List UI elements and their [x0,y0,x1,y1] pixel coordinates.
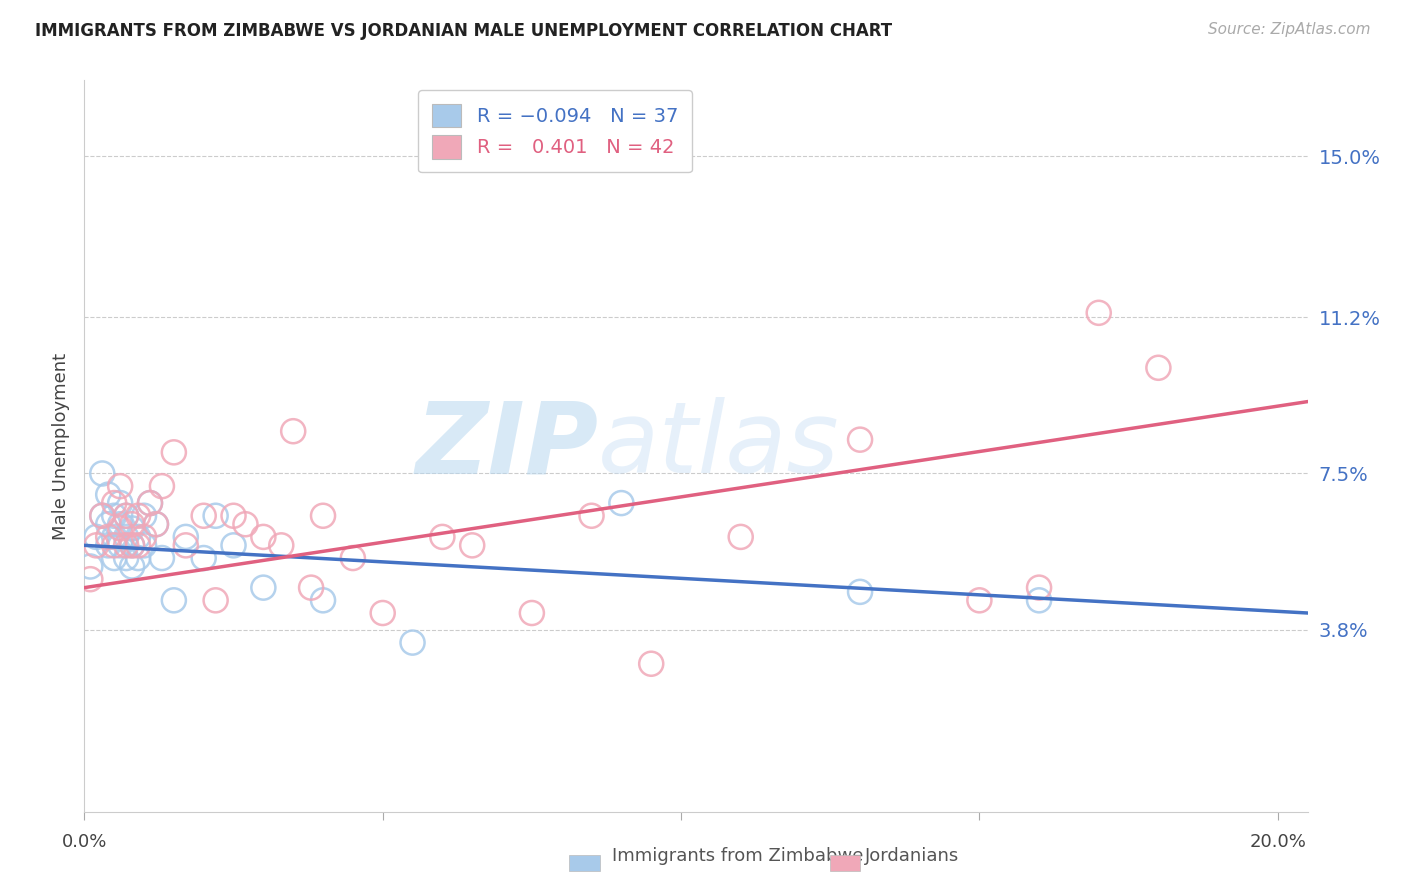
Point [132,530,155,544]
Point [103,496,125,510]
Point [91,467,114,481]
Point [849,585,872,599]
Point [235,517,257,532]
Point [312,508,335,523]
Point [103,551,125,566]
Point [730,530,752,544]
Point [84,538,107,552]
Point [640,657,662,671]
Point [581,508,603,523]
Point [204,593,226,607]
Point [108,521,131,535]
Point [115,508,138,523]
Point [108,496,131,510]
Point [252,530,274,544]
Point [1028,581,1050,595]
Point [342,551,364,566]
Point [193,551,215,566]
Text: 20.0%: 20.0% [1250,833,1306,851]
Point [139,496,162,510]
Point [1147,360,1170,375]
Point [127,538,149,552]
Point [174,530,197,544]
Point [610,496,633,510]
Point [91,508,114,523]
Point [127,530,149,544]
Point [121,521,143,535]
Text: Source: ZipAtlas.com: Source: ZipAtlas.com [1208,22,1371,37]
Point [312,593,335,607]
Point [1028,593,1050,607]
Point [222,538,245,552]
Point [108,538,131,552]
Point [520,606,543,620]
Point [163,593,186,607]
Point [150,551,173,566]
Point [145,517,167,532]
Point [204,508,226,523]
Point [461,538,484,552]
Text: Jordanians: Jordanians [865,847,959,865]
Point [103,530,125,544]
Point [150,479,173,493]
Point [91,508,114,523]
Legend: R = −0.094   N = 37, R =   0.401   N = 42: R = −0.094 N = 37, R = 0.401 N = 42 [418,90,692,172]
Point [103,538,125,552]
Point [432,530,454,544]
Point [283,424,305,438]
Point [108,479,131,493]
Point [97,488,120,502]
Point [193,508,215,523]
Point [121,517,143,532]
Point [1087,306,1109,320]
Point [115,508,138,523]
Point [163,445,186,459]
Point [401,635,423,649]
Point [849,433,872,447]
Point [969,593,991,607]
Point [108,517,131,532]
Point [97,538,120,552]
Point [252,581,274,595]
Point [139,496,162,510]
Point [115,530,138,544]
Point [79,572,101,586]
Point [115,551,138,566]
Point [115,538,138,552]
Point [121,538,143,552]
Text: atlas: atlas [598,398,839,494]
Text: IMMIGRANTS FROM ZIMBABWE VS JORDANIAN MALE UNEMPLOYMENT CORRELATION CHART: IMMIGRANTS FROM ZIMBABWE VS JORDANIAN MA… [35,22,893,40]
Point [145,517,167,532]
Point [121,538,143,552]
Text: 0.0%: 0.0% [62,833,107,851]
Point [127,508,149,523]
Point [127,551,149,566]
Point [132,508,155,523]
Point [121,559,143,574]
Point [174,538,197,552]
Point [103,508,125,523]
Point [79,559,101,574]
Text: Immigrants from Zimbabwe: Immigrants from Zimbabwe [612,847,863,865]
Point [84,530,107,544]
Y-axis label: Male Unemployment: Male Unemployment [52,352,70,540]
Point [97,530,120,544]
Point [97,517,120,532]
Point [132,538,155,552]
Point [299,581,322,595]
Point [270,538,292,552]
Point [222,508,245,523]
Point [371,606,394,620]
Text: ZIP: ZIP [415,398,598,494]
